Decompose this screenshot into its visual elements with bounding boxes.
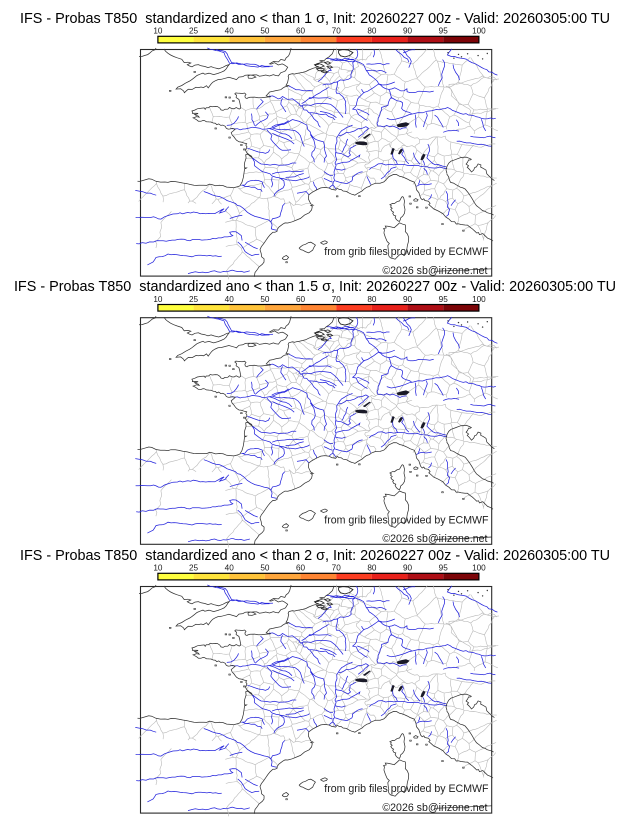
svg-text:IFS - Probas T850 standardize: IFS - Probas T850 standardized ano < tha… (14, 279, 616, 295)
svg-text:IFS - Probas T850 standardize: IFS - Probas T850 standardized ano < tha… (20, 548, 610, 564)
svg-text:IFS - Probas T850 standardize: IFS - Probas T850 standardized ano < tha… (20, 11, 610, 27)
